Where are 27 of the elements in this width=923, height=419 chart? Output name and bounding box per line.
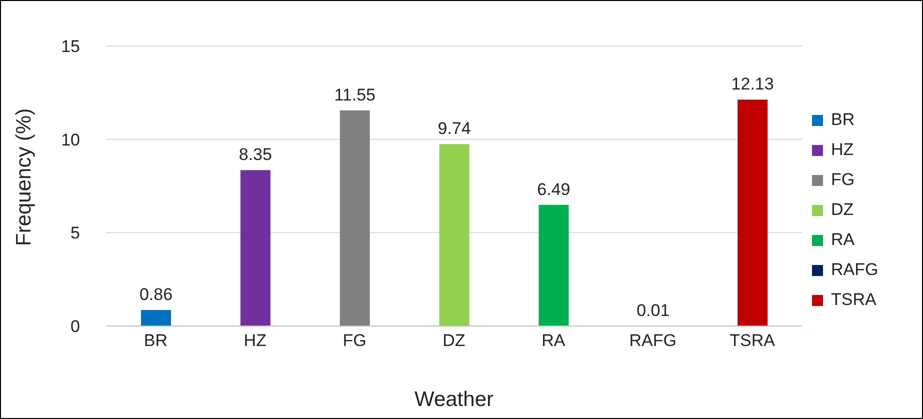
data-label: 11.55: [334, 85, 376, 104]
legend-label: FG: [831, 170, 855, 188]
x-tick-label: DZ: [442, 331, 466, 350]
y-tick-label: 10: [61, 130, 80, 150]
legend-label: DZ: [831, 200, 854, 218]
y-axis-title: Frequency (%): [12, 108, 36, 246]
data-label: 0.01: [636, 300, 670, 320]
legend-label: RAFG: [831, 260, 878, 278]
x-tick-label: TSRA: [730, 331, 776, 350]
data-label: 9.74: [438, 119, 471, 138]
x-tick-label: RAFG: [629, 331, 676, 350]
x-axis-title: Weather: [414, 388, 494, 411]
x-tick-label: FG: [342, 331, 366, 350]
y-tick-label: 5: [70, 224, 80, 243]
legend-label: HZ: [831, 140, 854, 158]
data-label: 8.35: [238, 145, 272, 164]
data-label: 12.13: [731, 74, 774, 94]
x-tick-label: BR: [144, 331, 168, 350]
y-tick-label: 0: [70, 317, 80, 336]
legend-label: BR: [831, 110, 855, 128]
legend-label: TSRA: [831, 290, 876, 308]
x-tick-label: RA: [542, 331, 566, 350]
x-tick-label: HZ: [244, 331, 266, 350]
data-label: 6.49: [537, 180, 570, 199]
data-label: 0.86: [139, 284, 173, 304]
legend-label: RA: [831, 230, 855, 248]
y-tick-label: 15: [61, 37, 80, 56]
